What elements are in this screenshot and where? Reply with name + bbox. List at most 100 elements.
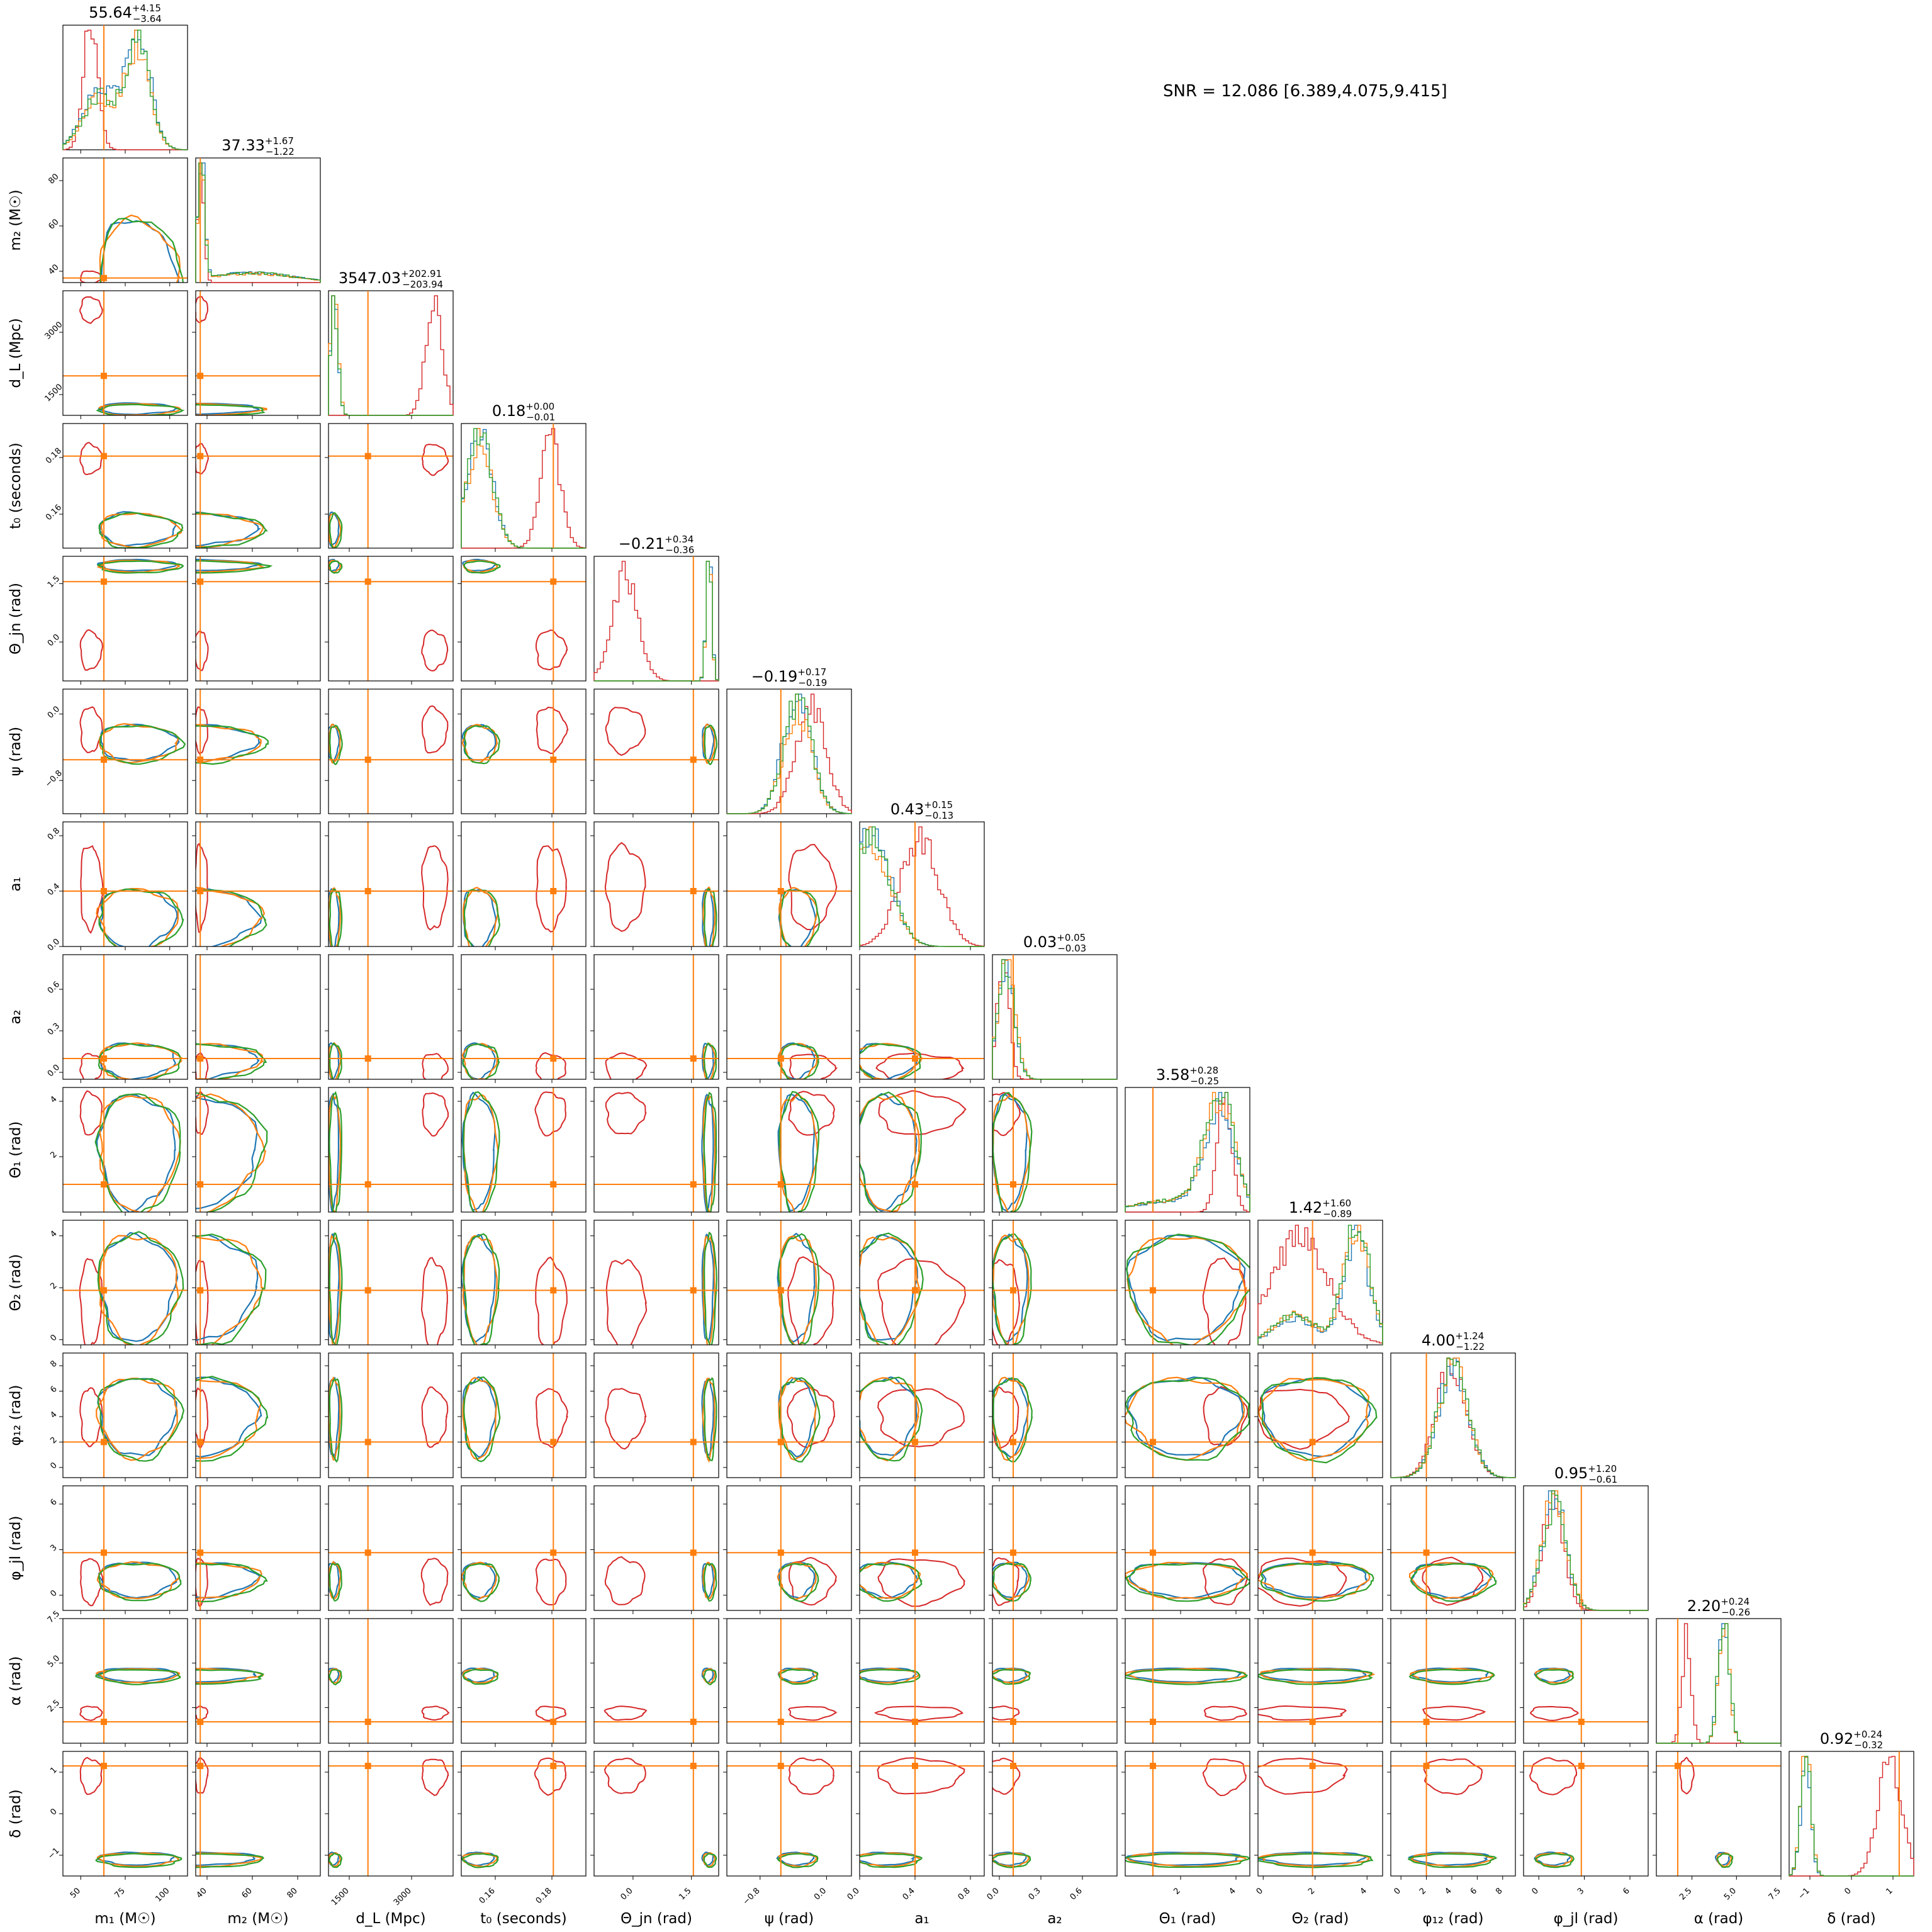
panel-alpha-hist: 2.20+0.24 −0.26	[1656, 1596, 1782, 1744]
panel-title-delta: 0.92+0.24 −0.32	[1820, 1729, 1883, 1751]
x-axis-label-m1: m₁ (M☉)	[94, 1911, 155, 1927]
panel-m2-hist: 37.33+1.67 −1.22	[195, 135, 321, 283]
y-tick-label: 0	[48, 1588, 59, 1598]
histogram-blue	[195, 162, 321, 283]
contour-green	[462, 1233, 500, 1345]
x-tick-label: 0.0	[986, 1886, 1001, 1902]
x-axis-label-t0: t₀ (seconds)	[480, 1911, 567, 1927]
truth-marker	[197, 1549, 204, 1556]
contour-red	[604, 1757, 646, 1794]
truth-marker	[101, 373, 108, 379]
contour-orange	[778, 1376, 817, 1461]
panel-thetajn-vs-m1	[62, 556, 188, 682]
y-tick-label: 0.18	[44, 446, 64, 466]
panel-frame	[1125, 1220, 1250, 1345]
panel-frame	[593, 688, 719, 814]
panel-frame	[461, 1751, 587, 1877]
truth-marker	[550, 1439, 557, 1446]
y-axis-label-dL: d_L (Mpc)	[8, 318, 24, 388]
histogram-green	[1789, 1756, 1914, 1877]
panel-alpha-vs-psi	[726, 1618, 852, 1744]
panel-phi12-vs-m2	[195, 1352, 321, 1478]
contour-orange	[196, 513, 264, 548]
contour-red	[788, 1557, 837, 1606]
panel-delta-vs-t0	[461, 1751, 587, 1877]
contour-green	[1534, 1853, 1575, 1868]
contour-red	[79, 442, 103, 476]
panel-title-alpha: 2.20+0.24 −0.26	[1687, 1596, 1750, 1618]
x-axis-label-alpha: α (rad)	[1694, 1911, 1744, 1927]
histogram-green	[859, 826, 984, 947]
contour-green	[329, 512, 343, 548]
contour-red	[1422, 1705, 1486, 1721]
y-tick-label: 2	[48, 1281, 59, 1291]
panel-title-dL: 3547.03+202.91 −203.94	[339, 268, 443, 290]
x-tick-label: 100	[154, 1886, 171, 1904]
panel-delta-vs-dL	[328, 1751, 454, 1877]
x-axis-label-a2: a₂	[1047, 1911, 1062, 1927]
panel-alpha-vs-t0	[461, 1618, 587, 1744]
panel-frame	[1390, 1352, 1516, 1478]
truth-marker	[364, 1719, 371, 1726]
y-tick-label: 2.5	[46, 1698, 62, 1714]
panel-title-phi12: 4.00+1.24 −1.22	[1422, 1330, 1485, 1352]
contour-green	[703, 1563, 717, 1602]
contour-orange	[462, 887, 499, 946]
contour-orange	[1258, 1561, 1371, 1600]
panel-frame	[726, 688, 852, 814]
contour-red	[421, 845, 449, 931]
panel-a2-vs-t0	[461, 954, 587, 1080]
x-tick-label: 0.6	[1069, 1886, 1084, 1902]
x-tick-label: 0.16	[478, 1886, 497, 1906]
panel-a1-vs-m2	[195, 821, 321, 947]
histogram-red	[195, 162, 320, 283]
panel-frame	[461, 954, 587, 1080]
truth-marker	[1309, 1439, 1316, 1446]
contour-red	[196, 1387, 209, 1449]
contour-blue	[1127, 1376, 1244, 1456]
contour-red	[604, 841, 646, 932]
truth-marker	[1309, 1719, 1316, 1726]
y-tick-label: 1	[48, 1765, 59, 1775]
histogram-green	[594, 561, 719, 682]
panel-dL-vs-m2	[195, 290, 321, 416]
contour-green	[860, 1376, 923, 1462]
contour-orange	[778, 1094, 819, 1212]
panel-title-a2: 0.03+0.05 −0.03	[1023, 932, 1086, 954]
panel-a2-vs-thetajn	[593, 954, 719, 1080]
contour-red	[421, 629, 449, 672]
histogram-green	[195, 162, 321, 283]
x-tick-label: 2	[1172, 1886, 1182, 1896]
panel-a1-vs-t0	[461, 821, 587, 947]
truth-marker	[690, 888, 697, 894]
panel-phijl-vs-psi	[726, 1485, 852, 1611]
panel-alpha-vs-theta2	[1257, 1618, 1383, 1744]
contour-green	[703, 1377, 717, 1461]
contour-orange	[99, 1095, 181, 1212]
panel-frame	[461, 556, 587, 682]
x-axis-label-phi12: φ₁₂ (rad)	[1422, 1911, 1483, 1927]
panel-theta1-vs-m1	[62, 1087, 188, 1213]
panel-frame	[195, 1618, 321, 1744]
panel-alpha-vs-m2	[195, 1618, 321, 1744]
panel-psi-vs-dL	[328, 688, 454, 814]
histogram-green	[1390, 1357, 1516, 1478]
contour-green	[1535, 1669, 1575, 1685]
panel-frame	[328, 556, 454, 682]
contour-red	[789, 1053, 838, 1079]
histogram-red	[62, 30, 188, 150]
truth-marker	[1150, 1719, 1156, 1726]
panel-a2-vs-dL	[328, 954, 454, 1080]
truth-marker	[912, 1287, 918, 1294]
contour-red	[788, 1757, 834, 1795]
contour-red	[1202, 1558, 1249, 1605]
contour-green	[98, 512, 184, 548]
panel-delta-vs-thetajn	[593, 1751, 719, 1877]
contour-red	[79, 706, 103, 753]
x-axis-label-dL: d_L (Mpc)	[356, 1911, 425, 1927]
truth-marker	[777, 1439, 784, 1446]
contour-orange	[196, 1093, 266, 1212]
panel-frame	[1125, 1352, 1250, 1478]
contour-orange	[196, 1378, 262, 1459]
contour-blue	[461, 1233, 496, 1343]
